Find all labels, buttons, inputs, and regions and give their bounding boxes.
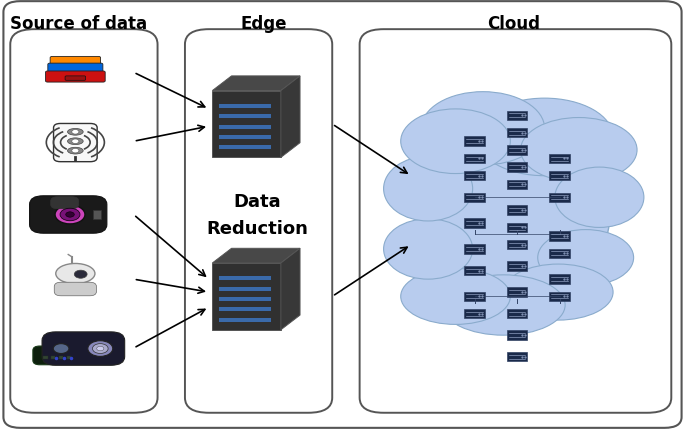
FancyBboxPatch shape (549, 193, 570, 203)
Ellipse shape (476, 99, 613, 176)
FancyBboxPatch shape (464, 292, 485, 301)
Ellipse shape (55, 264, 95, 284)
Ellipse shape (425, 125, 610, 305)
FancyBboxPatch shape (549, 172, 570, 181)
Ellipse shape (521, 118, 637, 183)
FancyBboxPatch shape (219, 298, 271, 301)
Ellipse shape (503, 264, 613, 320)
Text: Edge: Edge (240, 15, 287, 33)
FancyBboxPatch shape (549, 249, 570, 258)
FancyBboxPatch shape (219, 287, 271, 291)
FancyBboxPatch shape (67, 356, 71, 359)
FancyBboxPatch shape (464, 245, 485, 254)
FancyBboxPatch shape (507, 331, 527, 340)
Circle shape (55, 206, 85, 224)
FancyBboxPatch shape (219, 115, 271, 119)
Ellipse shape (68, 148, 83, 155)
FancyBboxPatch shape (360, 30, 671, 413)
Circle shape (88, 341, 113, 356)
FancyBboxPatch shape (507, 146, 527, 155)
FancyBboxPatch shape (464, 172, 485, 181)
FancyBboxPatch shape (507, 223, 527, 233)
Ellipse shape (401, 110, 510, 174)
Circle shape (92, 344, 108, 353)
Polygon shape (212, 263, 281, 330)
FancyBboxPatch shape (464, 309, 485, 319)
FancyBboxPatch shape (464, 219, 485, 228)
FancyBboxPatch shape (219, 277, 271, 281)
FancyBboxPatch shape (507, 180, 527, 190)
FancyBboxPatch shape (219, 308, 271, 312)
FancyBboxPatch shape (464, 137, 485, 147)
FancyBboxPatch shape (549, 292, 570, 301)
Circle shape (72, 140, 79, 144)
Polygon shape (281, 249, 300, 330)
Polygon shape (212, 77, 300, 91)
FancyBboxPatch shape (219, 126, 271, 129)
FancyBboxPatch shape (10, 30, 158, 413)
FancyBboxPatch shape (507, 352, 527, 362)
Ellipse shape (68, 138, 83, 145)
FancyBboxPatch shape (51, 197, 79, 209)
Circle shape (53, 344, 69, 353)
Text: Source of data: Source of data (10, 15, 147, 33)
Circle shape (66, 212, 74, 218)
FancyBboxPatch shape (43, 356, 47, 359)
FancyBboxPatch shape (507, 309, 527, 319)
Ellipse shape (384, 219, 473, 280)
FancyBboxPatch shape (464, 193, 485, 203)
FancyBboxPatch shape (42, 332, 125, 366)
FancyBboxPatch shape (29, 197, 107, 233)
FancyBboxPatch shape (464, 266, 485, 276)
FancyBboxPatch shape (45, 72, 105, 83)
FancyBboxPatch shape (507, 288, 527, 297)
Ellipse shape (555, 168, 644, 228)
FancyBboxPatch shape (51, 356, 55, 359)
FancyBboxPatch shape (53, 124, 97, 162)
Text: Data
Reduction: Data Reduction (206, 193, 308, 237)
Circle shape (60, 209, 80, 221)
Text: Cloud: Cloud (487, 15, 540, 33)
FancyBboxPatch shape (507, 163, 527, 172)
Ellipse shape (401, 269, 510, 325)
FancyBboxPatch shape (507, 206, 527, 215)
Ellipse shape (442, 275, 565, 335)
FancyBboxPatch shape (54, 283, 97, 296)
FancyBboxPatch shape (549, 232, 570, 241)
Circle shape (74, 270, 87, 279)
FancyBboxPatch shape (73, 274, 78, 287)
FancyBboxPatch shape (549, 154, 570, 164)
FancyBboxPatch shape (219, 136, 271, 140)
FancyBboxPatch shape (507, 129, 527, 138)
FancyBboxPatch shape (185, 30, 332, 413)
Ellipse shape (384, 157, 473, 221)
FancyBboxPatch shape (219, 105, 271, 109)
Ellipse shape (68, 129, 83, 136)
FancyBboxPatch shape (50, 57, 101, 68)
FancyBboxPatch shape (464, 154, 485, 164)
FancyBboxPatch shape (93, 211, 101, 219)
Ellipse shape (421, 92, 545, 166)
Polygon shape (281, 77, 300, 158)
FancyBboxPatch shape (59, 356, 63, 359)
FancyBboxPatch shape (65, 77, 86, 81)
FancyBboxPatch shape (219, 146, 271, 150)
FancyBboxPatch shape (549, 275, 570, 284)
Polygon shape (212, 249, 300, 263)
Circle shape (72, 130, 79, 135)
FancyBboxPatch shape (507, 262, 527, 271)
Polygon shape (212, 91, 281, 158)
FancyBboxPatch shape (33, 346, 118, 365)
FancyBboxPatch shape (48, 64, 103, 75)
FancyBboxPatch shape (507, 240, 527, 250)
Circle shape (97, 347, 104, 351)
FancyBboxPatch shape (219, 318, 271, 322)
Circle shape (72, 149, 79, 154)
FancyBboxPatch shape (507, 111, 527, 121)
Ellipse shape (538, 230, 634, 286)
